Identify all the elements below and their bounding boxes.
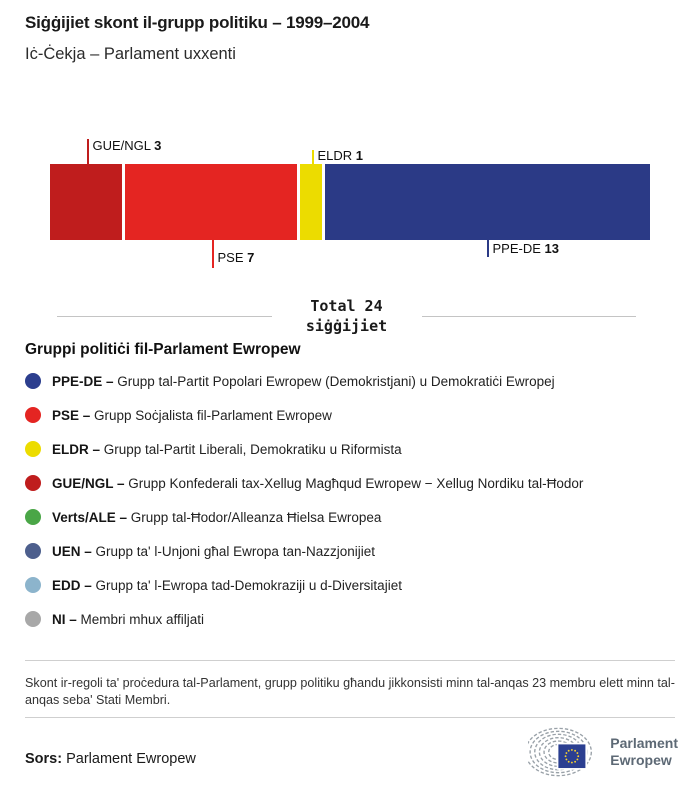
legend-item-text: UEN – Grupp ta' l-Unjoni għal Ewropa tan…	[52, 543, 375, 560]
legend-item-description: Grupp ta' l-Unjoni għal Ewropa tan-Nazzj…	[95, 543, 375, 559]
bar-label-group: ELDR	[317, 148, 356, 163]
legend-item-abbr: UEN –	[52, 543, 96, 559]
legend-item-text: GUE/NGL – Grupp Konfederali tax-Xellug M…	[52, 475, 583, 492]
legend-dot-icon	[25, 407, 41, 423]
source-label: Sors:	[25, 751, 63, 767]
bar-segment-pse	[125, 164, 300, 240]
legend-item-gue-ngl: GUE/NGL – Grupp Konfederali tax-Xellug M…	[25, 466, 675, 500]
legend-item-ni: NI – Membri mhux affiljati	[25, 602, 675, 636]
footnote: Skont ir-regoli ta' proċedura tal-Parlam…	[25, 676, 675, 707]
legend-dot-icon	[25, 441, 41, 457]
bar-label-seats: 13	[544, 241, 559, 256]
legend-item-abbr: NI –	[52, 611, 81, 627]
legend-item-pse: PSE – Grupp Soċjalista fil-Parlament Ewr…	[25, 398, 675, 432]
legend-item-text: PPE-DE – Grupp tal-Partit Popolari Ewrop…	[52, 373, 555, 390]
bar-label-seats: 3	[154, 138, 162, 153]
page-title: Siġġijiet skont il-grupp politiku – 1999…	[25, 13, 370, 32]
bar-label-group: PSE	[217, 250, 248, 265]
total-line1: Total 24	[310, 297, 383, 315]
tick-gue-ngl	[86, 139, 89, 164]
legend-item-description: Grupp Konfederali tax-Xellug Magħqud Ewr…	[128, 475, 584, 491]
legend-item-ppe-de: PPE-DE – Grupp tal-Partit Popolari Ewrop…	[25, 364, 675, 398]
bar-label-group: GUE/NGL	[92, 138, 155, 153]
bar-label-eldr: ELDR 1	[318, 148, 364, 163]
legend-dot-icon	[25, 611, 41, 627]
legend-item-description: Grupp tal-Partit Popolari Ewropew (Demok…	[117, 373, 555, 389]
total-seats-label: Total 24 siġġijiet	[272, 296, 422, 336]
legend-item-text: PSE – Grupp Soċjalista fil-Parlament Ewr…	[52, 407, 332, 424]
european-parliament-logo: Parlament Ewropew	[528, 724, 678, 780]
bar-label-seats: 7	[247, 250, 255, 265]
legend-item-text: NI – Membri mhux affiljati	[52, 611, 204, 628]
logo-wordmark: Parlament Ewropew	[610, 724, 678, 780]
legend-item-description: Grupp tal-Partit Liberali, Demokratiku u…	[103, 441, 402, 457]
right-rule	[421, 315, 636, 317]
legend-item-description: Grupp ta' l-Ewropa tad-Demokraziji u d-D…	[95, 577, 402, 593]
legend-dot-icon	[25, 373, 41, 389]
divider-top	[25, 660, 675, 661]
total-line2: siġġijiet	[305, 317, 388, 335]
legend-dot-icon	[25, 577, 41, 593]
tick-ppe-de	[486, 240, 489, 257]
legend-item-eldr: ELDR – Grupp tal-Partit Liberali, Demokr…	[25, 432, 675, 466]
logo-line2: Ewropew	[610, 751, 672, 768]
legend-item-abbr: Verts/ALE –	[52, 509, 131, 525]
legend-item-text: Verts/ALE – Grupp tal-Ħodor/Alleanza Ħie…	[52, 509, 381, 526]
bar-segment-eldr	[300, 164, 325, 240]
source-line: Sors: Parlament Ewropew	[25, 751, 196, 767]
bar-label-gue-ngl: GUE/NGL 3	[93, 138, 162, 153]
legend-item-abbr: PSE –	[52, 407, 95, 423]
hemicycle-eu-flag-icon	[528, 727, 592, 777]
legend-item-text: EDD – Grupp ta' l-Ewropa tad-Demokraziji…	[52, 577, 402, 594]
legend-item-abbr: ELDR –	[52, 441, 104, 457]
legend-item-edd: EDD – Grupp ta' l-Ewropa tad-Demokraziji…	[25, 568, 675, 602]
total-seats-callout: Total 24 siġġijiet	[57, 296, 636, 336]
legend-item-abbr: PPE-DE –	[52, 373, 118, 389]
bar-segment-ppe-de	[325, 164, 650, 240]
legend-item-uen: UEN – Grupp ta' l-Unjoni għal Ewropa tan…	[25, 534, 675, 568]
stacked-bar	[50, 164, 650, 240]
legend-item-description: Grupp tal-Ħodor/Alleanza Ħielsa Ewropea	[130, 509, 382, 525]
eu-stars	[564, 748, 580, 764]
page-subtitle: Iċ-Ċekja – Parlament uxxenti	[25, 45, 236, 63]
legend-item-verts-ale: Verts/ALE – Grupp tal-Ħodor/Alleanza Ħie…	[25, 500, 675, 534]
bar-label-pse: PSE 7	[218, 250, 255, 265]
bar-label-group: PPE-DE	[492, 241, 545, 256]
tick-eldr	[311, 150, 314, 164]
left-rule	[57, 315, 272, 317]
logo-line1: Parlament	[610, 735, 678, 751]
legend-item-description: Grupp Soċjalista fil-Parlament Ewropew	[94, 407, 332, 423]
legend-list: PPE-DE – Grupp tal-Partit Popolari Ewrop…	[25, 364, 675, 636]
bar-label-seats: 1	[355, 148, 364, 163]
legend-item-abbr: EDD –	[52, 577, 96, 593]
legend-dot-icon	[25, 475, 41, 491]
legend-dot-icon	[25, 543, 41, 559]
legend-dot-icon	[25, 509, 41, 525]
legend-item-text: ELDR – Grupp tal-Partit Liberali, Demokr…	[52, 441, 402, 458]
source-value: Parlament Ewropew	[66, 751, 196, 767]
legend-item-description: Membri mhux affiljati	[80, 611, 205, 627]
bar-label-ppe-de: PPE-DE 13	[493, 241, 559, 256]
legend-item-abbr: GUE/NGL –	[52, 475, 129, 491]
divider-bottom	[25, 717, 675, 718]
bar-segment-gue-ngl	[50, 164, 125, 240]
tick-pse	[211, 240, 214, 268]
legend-heading: Gruppi politiċi fil-Parlament Ewropew	[25, 341, 301, 358]
